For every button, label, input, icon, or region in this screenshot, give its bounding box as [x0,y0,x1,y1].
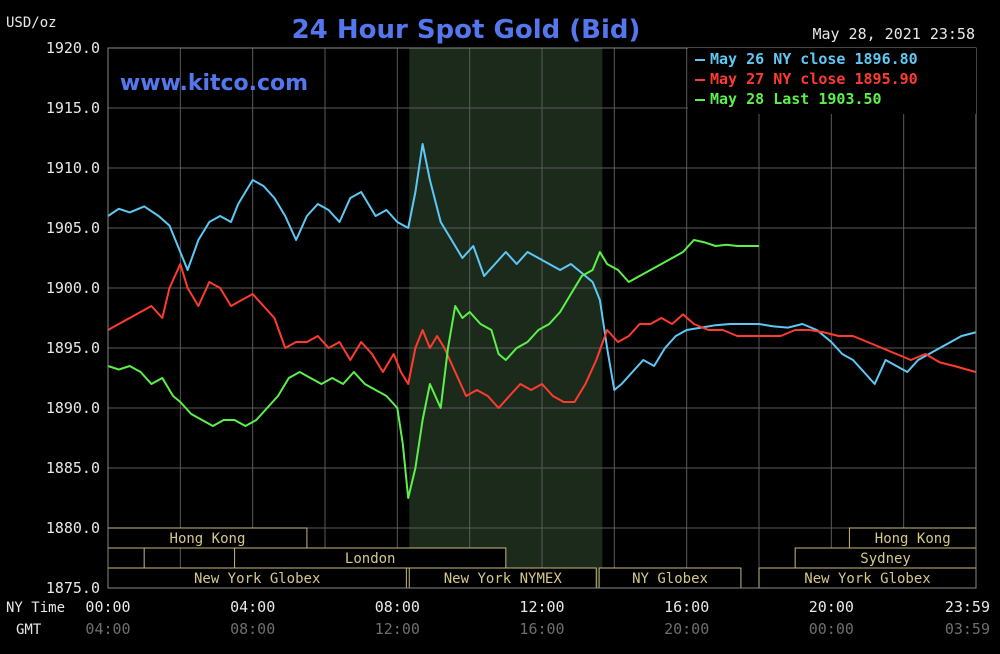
session-label: New York Globex [194,571,320,587]
session-label: Hong Kong [875,531,951,547]
legend-entry: May 26 NY close 1896.80 [710,50,918,68]
legend: May 26 NY close 1896.80 May 27 NY close 1… [688,48,976,114]
x-tick-label-gmt: 04:00 [85,620,130,638]
timestamp: May 28, 2021 23:58 [812,25,975,43]
x-tick-label-ny: 23:59 [945,598,990,616]
plot-border [107,47,977,589]
y-tick-label: 1905.0 [46,219,100,237]
series-line-2 [107,263,976,409]
x-tick-label-ny: 00:00 [85,598,130,616]
session-label: New York NYMEX [444,571,563,587]
legend-entry: May 27 NY close 1895.90 [710,70,918,88]
x-axis-tick-labels: 00:00 04:00 04:00 08:00 08:00 12:00 12:00 16:00… [85,598,990,638]
y-axis-tick-labels: 1920.0 1915.0 1910.0 1905.0 1900.0 1895.0 1890… [46,39,100,597]
session-label: Hong Kong [170,531,246,547]
session-bar: New York NYMEX [408,567,597,589]
y-tick-label: 1885.0 [46,459,100,477]
session-bar: Hong Kong [107,527,308,549]
series-line-3 [107,239,759,499]
y-tick-label: 1920.0 [46,39,100,57]
x-tick-label-gmt: 20:00 [664,620,709,638]
session-label: New York Globex [804,571,930,587]
x-tick-label-gmt: 16:00 [519,620,564,638]
grid-lines [108,47,976,589]
session-bar: New York Globex [758,567,977,589]
session-bar: NY Globex [598,567,742,589]
session-label: London [345,551,396,567]
y-tick-label: 1875.0 [46,579,100,597]
session-bar: London [234,547,507,569]
session-bar: Sydney [794,547,977,569]
x-tick-label-ny: 16:00 [664,598,709,616]
x-tick-label-ny: 20:00 [809,598,854,616]
gmt-row-label: GMT [16,622,42,638]
y-tick-label: 1915.0 [46,99,100,117]
legend-entry: May 28 Last 1903.50 [710,90,882,108]
series-lines [107,143,976,499]
legend-background [688,48,976,114]
session-bar [107,547,145,569]
x-tick-label-ny: 04:00 [230,598,275,616]
y-tick-label: 1880.0 [46,519,100,537]
y-unit-label: USD/oz [6,15,57,31]
session-bar: New York Globex [107,567,407,589]
session-label: Sydney [860,551,911,567]
x-tick-label-gmt: 00:00 [809,620,854,638]
session-label: NY Globex [632,571,708,587]
y-tick-label: 1910.0 [46,159,100,177]
chart-title: 24 Hour Spot Gold (Bid) [292,15,641,45]
nymex-shaded-region [409,48,603,588]
x-tick-label-gmt: 08:00 [230,620,275,638]
ny-time-row-label: NY Time [6,600,65,616]
x-tick-label-gmt: 12:00 [375,620,420,638]
site-watermark: www.kitco.com [120,71,308,96]
y-tick-label: 1900.0 [46,279,100,297]
x-tick-label-ny: 08:00 [375,598,420,616]
x-tick-label-gmt: 03:59 [945,620,990,638]
x-tick-label-ny: 12:00 [519,598,564,616]
session-bar: Hong Kong [848,527,977,549]
series-line-1 [107,143,976,391]
y-tick-label: 1895.0 [46,339,100,357]
session-box [107,547,145,569]
y-tick-label: 1890.0 [46,399,100,417]
